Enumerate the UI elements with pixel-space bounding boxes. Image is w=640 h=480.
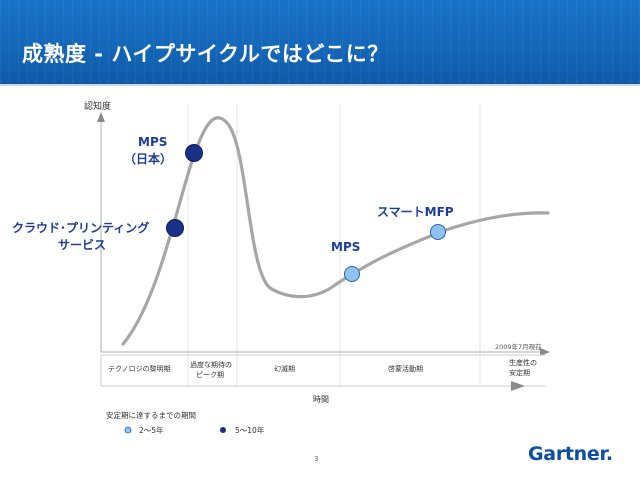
legend-dark-label: 5～10年 xyxy=(235,425,265,435)
legend-dark-swatch xyxy=(220,427,226,433)
title-banner: 成熟度 - ハイプサイクルではどこに？ xyxy=(0,0,640,86)
legend-light-swatch xyxy=(124,426,132,434)
label-mps: MPS xyxy=(331,240,360,254)
logo-dot: . xyxy=(605,443,613,465)
label-cloud-printing-line1: クラウド･プリンティング xyxy=(12,220,149,235)
marker-cloud-printing xyxy=(166,219,184,237)
phase-technology-trigger: テクノロジの黎明期 xyxy=(108,364,171,373)
phase-plateau-line2: 安定期 xyxy=(509,368,530,377)
page-number: 3 xyxy=(314,455,319,463)
slide-title: 成熟度 - ハイプサイクルではどこに？ xyxy=(22,42,389,66)
y-axis-arrow xyxy=(97,112,105,122)
legend-title: 安定期に達するまでの期間 xyxy=(106,410,196,420)
label-mps-japan-line1: MPS xyxy=(138,135,167,149)
marker-smart-mfp xyxy=(430,224,446,240)
phase-band-arrow xyxy=(511,381,525,391)
phase-trough: 幻滅期 xyxy=(274,364,295,373)
logo-text: Gartner xyxy=(528,443,606,465)
marker-mps-japan xyxy=(185,144,203,162)
as-of-note: 2009年7月現在 xyxy=(495,342,542,351)
label-smart-mfp: スマートMFP xyxy=(377,205,454,219)
phase-slope: 啓蒙活動期 xyxy=(388,364,423,373)
label-mps-japan-line2: （日本） xyxy=(124,151,172,166)
y-axis-label: 認知度 xyxy=(84,100,111,112)
phase-peak-line2: ピーク期 xyxy=(196,371,224,379)
phase-peak-line1: 過度な期待の xyxy=(190,360,232,369)
legend-light-label: 2～5年 xyxy=(139,425,164,435)
x-axis-arrow xyxy=(540,348,550,356)
phase-plateau-line1: 生産性の xyxy=(509,358,537,367)
marker-mps xyxy=(344,266,360,282)
label-cloud-printing-line2: サービス xyxy=(58,237,106,252)
gartner-logo: Gartner. xyxy=(528,443,613,465)
x-axis-label: 時間 xyxy=(313,395,329,404)
